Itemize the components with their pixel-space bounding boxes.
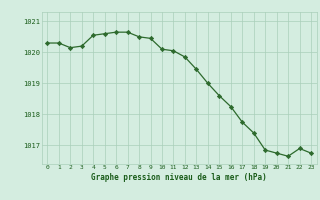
X-axis label: Graphe pression niveau de la mer (hPa): Graphe pression niveau de la mer (hPa) <box>91 173 267 182</box>
